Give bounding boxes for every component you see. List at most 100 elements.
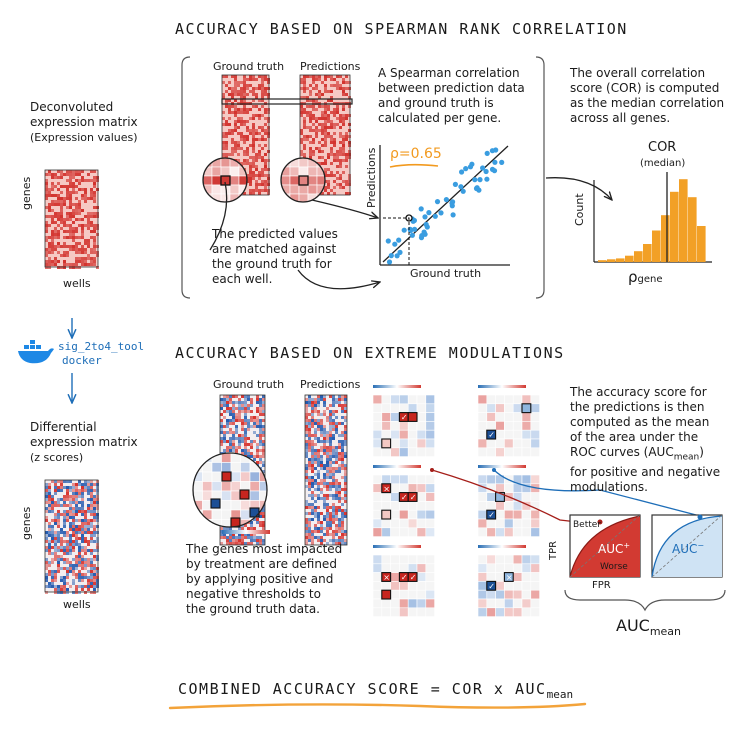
arrow-bottom-curve	[297, 269, 380, 290]
scatter-point	[407, 226, 413, 232]
rho-underline	[389, 163, 439, 168]
footer-underline	[168, 702, 587, 710]
s1-ground-truth-label: Ground truth	[213, 60, 285, 73]
scatter-point	[418, 206, 424, 212]
scatter-point	[463, 166, 469, 172]
arrow-to-auc-minus	[493, 469, 701, 517]
scatter-point	[419, 233, 425, 239]
histogram-bar	[679, 179, 688, 262]
genes-axis-label-2: genes	[20, 506, 33, 540]
svg-text:×: ×	[383, 573, 390, 582]
magnifier-predictions	[280, 157, 326, 203]
scatter-point	[458, 184, 464, 190]
histogram-bar	[661, 215, 670, 262]
scatter-point	[491, 168, 498, 174]
scatter-point	[401, 227, 407, 233]
arrow-to-scatter	[311, 199, 378, 218]
scatter-x-label: Ground truth	[410, 267, 482, 280]
scatter-point	[492, 159, 498, 165]
tool-name: sig_2to4_tool	[58, 340, 145, 353]
scatter-point	[467, 164, 474, 170]
svg-text:✓: ✓	[401, 413, 408, 422]
scatter-point	[477, 177, 483, 183]
scatter-point	[409, 232, 415, 238]
grid-gt-threshold-2: × ✓ ✓	[372, 465, 435, 537]
wells-axis-label: wells	[63, 277, 91, 290]
scatter-point	[388, 253, 394, 259]
histogram-bar	[670, 191, 679, 262]
scatter-plot	[379, 145, 510, 266]
histogram-bar	[643, 244, 652, 262]
scatter-point	[392, 241, 398, 247]
roc-worse-label: Worse	[600, 562, 628, 572]
histogram-bar	[625, 255, 634, 262]
section2-title: ACCURACY BASED ON EXTREME MODULATIONS	[175, 344, 565, 362]
histogram-bar	[634, 251, 643, 262]
svg-text:✓: ✓	[410, 493, 417, 502]
scatter-point	[480, 165, 486, 171]
histogram-bar	[652, 230, 661, 262]
scatter-point	[493, 147, 499, 153]
roc-better-label: Better	[573, 520, 602, 530]
s2-ground-truth-label: Ground truth	[213, 378, 285, 391]
scatter-point	[386, 259, 393, 265]
spearman-description: A Spearman correlation between prediction…	[378, 66, 525, 125]
match-description: The predicted values are matched against …	[212, 227, 338, 286]
overall-description: The overall correlation score (COR) is co…	[570, 66, 725, 125]
roc-curves	[569, 514, 723, 578]
scatter-point	[422, 214, 428, 220]
svg-text:✓: ✓	[401, 493, 408, 502]
scatter-point	[450, 199, 456, 205]
median-label: (median)	[640, 158, 686, 169]
gene-row-selector	[221, 98, 353, 105]
svg-text:✓: ✓	[488, 582, 495, 591]
histogram-bar	[688, 197, 697, 262]
arrow-to-histogram	[545, 177, 612, 200]
scatter-point	[434, 199, 441, 205]
scatter-point	[473, 185, 480, 192]
scatter-point	[443, 197, 449, 203]
scatter-point	[412, 226, 418, 232]
auc-mean-label: AUCmean	[616, 616, 682, 639]
scatter-point	[394, 253, 400, 259]
histogram-bar	[616, 258, 625, 262]
scatter-point	[385, 238, 391, 244]
magnifier-ground-truth	[202, 157, 248, 203]
histogram-bar	[607, 259, 616, 262]
grid-pred-threshold-3: ×✓	[477, 545, 540, 617]
scatter-point	[397, 249, 403, 255]
rho-gene-label: ρgene	[628, 268, 663, 286]
scatter-point	[438, 210, 444, 216]
auc-plus-label: AUC+	[598, 541, 631, 556]
tool-sub: docker	[62, 354, 102, 367]
arrow-to-auc-plus	[431, 469, 596, 525]
cor-histogram	[593, 172, 712, 263]
scatter-point	[459, 169, 465, 175]
scatter-y-label: Predictions	[365, 147, 378, 208]
roc-tpr-label: TPR	[548, 540, 559, 560]
docker-icon	[18, 340, 54, 364]
scatter-point	[460, 188, 466, 194]
arrow-match	[209, 181, 228, 251]
svg-text:✓: ✓	[488, 511, 495, 520]
scatter-point	[426, 210, 432, 216]
scatter-point	[484, 150, 490, 156]
combined-score-formula: COMBINED ACCURACY SCORE = COR x AUCmean	[178, 680, 574, 701]
diff-matrix	[44, 479, 99, 594]
s1-predictions-label: Predictions	[300, 60, 361, 73]
histogram-bar	[598, 260, 607, 262]
diff-title: Differential expression matrix (z scores)	[30, 420, 138, 464]
scatter-point	[452, 181, 458, 187]
deconv-title: Deconvoluted expression matrix (Expressio…	[30, 100, 138, 144]
roc-fpr-label: FPR	[592, 580, 611, 591]
s2-predictions-label: Predictions	[300, 378, 361, 391]
regression-line	[382, 145, 509, 263]
scatter-point	[484, 176, 490, 182]
svg-text:✓: ✓	[401, 573, 408, 582]
grid-gt-threshold-3: × ✓ ✓	[372, 545, 435, 617]
s2-predictions-matrix	[304, 394, 348, 546]
scatter-point	[432, 213, 438, 219]
svg-text:×: ×	[506, 573, 513, 582]
grid-pred-threshold-1: ✓	[477, 385, 540, 457]
scatter-point	[472, 177, 478, 183]
